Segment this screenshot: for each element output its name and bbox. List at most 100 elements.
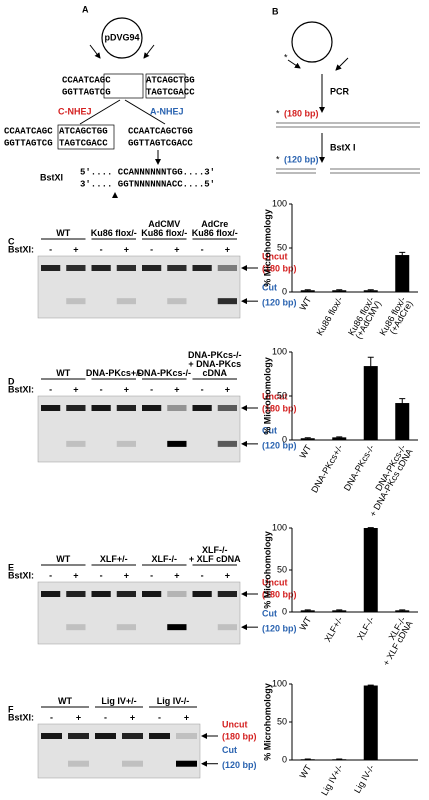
bstxi-sign: - — [49, 384, 52, 394]
arrow — [335, 57, 349, 71]
bstxi-sign: + — [73, 384, 78, 394]
error-bar — [367, 356, 374, 375]
lane-label: WT — [56, 554, 70, 564]
plasmid — [101, 17, 143, 59]
band — [167, 265, 187, 271]
uncut-label: Uncut — [222, 719, 248, 729]
band — [66, 265, 86, 271]
band — [41, 405, 61, 411]
uncut-size: (180 bp) — [262, 403, 297, 413]
error-bar — [367, 527, 374, 529]
plasmid — [291, 21, 333, 63]
bar — [363, 685, 378, 760]
uncut-label: Uncut — [262, 577, 288, 587]
uncut-size: (180 bp) — [262, 263, 297, 273]
band — [142, 265, 162, 271]
arrow — [143, 44, 155, 59]
band — [142, 405, 162, 411]
bstxi-sign: + — [174, 384, 179, 394]
panel-a: A pDVG94 CCAATCAGC GGTTAGTCG ATCAGCTGG T… — [4, 4, 215, 198]
bar — [332, 610, 347, 612]
cut-size: (120 bp) — [284, 154, 319, 164]
error-bar — [399, 251, 406, 258]
band — [192, 591, 212, 597]
band — [116, 440, 136, 447]
sequence: GGTTAGTCG — [4, 138, 53, 148]
lane-label: WT — [58, 696, 72, 706]
band — [176, 760, 197, 767]
bstxi-sign: + — [76, 712, 81, 722]
band — [91, 405, 111, 411]
sequence: GGTTAGTCGACC — [128, 138, 193, 148]
band — [217, 591, 237, 597]
bstxi-sign: - — [150, 384, 153, 394]
band — [91, 265, 111, 271]
band — [116, 265, 136, 271]
y-tick-label: 100 — [272, 522, 287, 532]
enzyme: BstXI — [40, 172, 63, 182]
band — [167, 440, 187, 447]
lane-label: Ku86 flox/- — [91, 228, 137, 238]
band — [116, 405, 136, 411]
bstxi-label: BstXI: — [8, 244, 34, 254]
band — [167, 298, 187, 305]
bar — [300, 290, 315, 292]
sequence: ATCAGCTGG — [59, 126, 108, 136]
bar — [300, 438, 315, 440]
band — [68, 760, 89, 767]
y-tick-label: 0 — [282, 606, 287, 616]
lane-label: DNA-PKcs+/- — [86, 368, 142, 378]
error-bar — [399, 398, 406, 408]
lane-label: AdCMV Ku86 flox/- — [141, 219, 187, 238]
gel — [37, 723, 201, 779]
cut-mark — [112, 192, 118, 198]
y-axis-label: % Microhomology — [262, 531, 272, 609]
panel-label: D — [8, 376, 15, 386]
lane-label: WT — [56, 368, 70, 378]
bstxi-sign: - — [50, 712, 53, 722]
sequence: TAGTCGACC — [59, 138, 108, 148]
lane-label: AdCre Ku86 flox/- — [192, 219, 238, 238]
bstxi-sign: + — [124, 384, 129, 394]
y-axis-label: % Microhomology — [262, 683, 272, 761]
x-tick-label: WT — [298, 443, 314, 461]
cut-size: (120 bp) — [222, 760, 257, 770]
band — [149, 733, 170, 739]
bstxi-sign: + — [184, 712, 189, 722]
plasmid-name: pDVG94 — [104, 32, 139, 42]
x-tick-label: Ku86 flox/-(+AdCMV) — [346, 295, 383, 341]
uncut-size: (180 bp) — [284, 108, 319, 118]
bstxi-sign: - — [201, 244, 204, 254]
bar — [395, 255, 410, 292]
error-bar — [367, 289, 374, 291]
bar — [300, 610, 315, 612]
band — [192, 405, 212, 411]
bstxi-sign: + — [225, 244, 230, 254]
band — [176, 733, 197, 739]
panel-label: B — [272, 6, 279, 16]
enzyme: BstX I — [330, 142, 356, 152]
band — [122, 760, 143, 767]
bstxi-sign: - — [158, 712, 161, 722]
panel-label: E — [8, 562, 14, 572]
cut-label: Cut — [262, 283, 277, 293]
star: * — [284, 52, 288, 62]
band — [116, 624, 136, 631]
bar — [363, 528, 378, 612]
y-tick-label: 50 — [277, 390, 287, 400]
band — [95, 733, 116, 739]
band — [68, 733, 89, 739]
lane-label: XLF+/- — [100, 554, 128, 564]
bstxi-sign: + — [124, 244, 129, 254]
bar — [332, 290, 347, 292]
band — [167, 591, 187, 597]
bstxi-label: BstXI: — [8, 570, 34, 580]
arrow — [89, 44, 101, 59]
bstxi-sign: - — [100, 244, 103, 254]
error-bar — [336, 289, 343, 291]
x-tick-label: WT — [298, 763, 314, 781]
bstxi-sign: + — [73, 570, 78, 580]
bstxi-sign: - — [201, 384, 204, 394]
bstxi-sign: + — [73, 244, 78, 254]
cut-label: Cut — [262, 609, 277, 619]
